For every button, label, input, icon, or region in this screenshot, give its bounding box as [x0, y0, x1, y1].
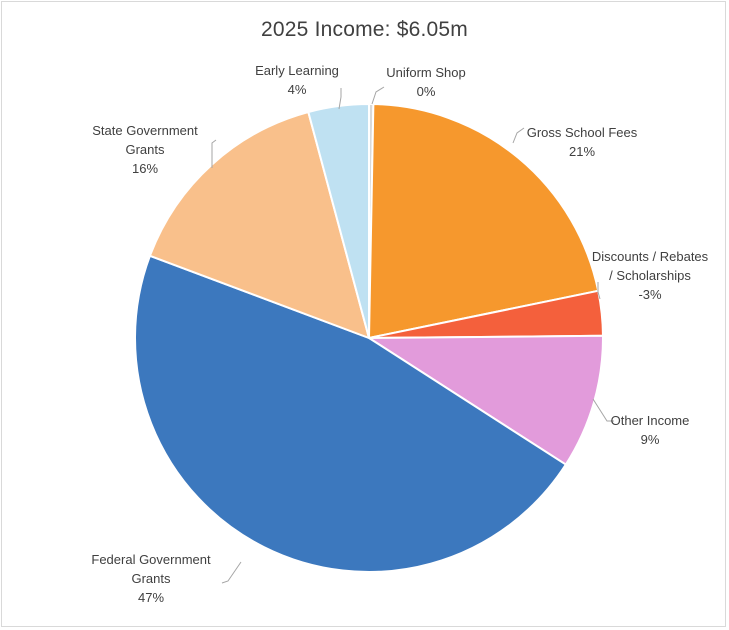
pie-slice-gross-school-fees: [367, 103, 600, 340]
data-label-early-learning: Early Learning 4%: [255, 63, 339, 97]
data-label-other-income: Other Income 9%: [611, 413, 690, 447]
leader-line-federal-government-grants: [221, 561, 242, 584]
leader-line-discounts-rebates-scholarships: [597, 282, 601, 300]
pie-slice-early-learning: [307, 102, 370, 339]
pie-slice-other-income: [365, 334, 604, 466]
leader-line-state-government-grants: [211, 139, 217, 168]
data-label-discounts-rebates-scholarships: Discounts / Rebates / Scholarships -3%: [592, 249, 709, 302]
data-label-federal-government-grants: Federal Government Grants 47%: [91, 552, 211, 605]
leader-line-other-income: [592, 398, 614, 422]
data-label-state-government-grants: State Government Grants 16%: [92, 123, 198, 176]
leader-line-gross-school-fees: [512, 127, 525, 144]
leader-line-early-learning: [338, 88, 342, 110]
pie-slice-federal-government-grants: [134, 254, 568, 573]
leader-line-uniform-shop: [371, 86, 385, 105]
data-label-gross-school-fees: Gross School Fees 21%: [527, 125, 638, 159]
data-label-uniform-shop: Uniform Shop 0%: [386, 65, 465, 99]
chart-title: 2025 Income: $6.05m: [261, 18, 468, 41]
